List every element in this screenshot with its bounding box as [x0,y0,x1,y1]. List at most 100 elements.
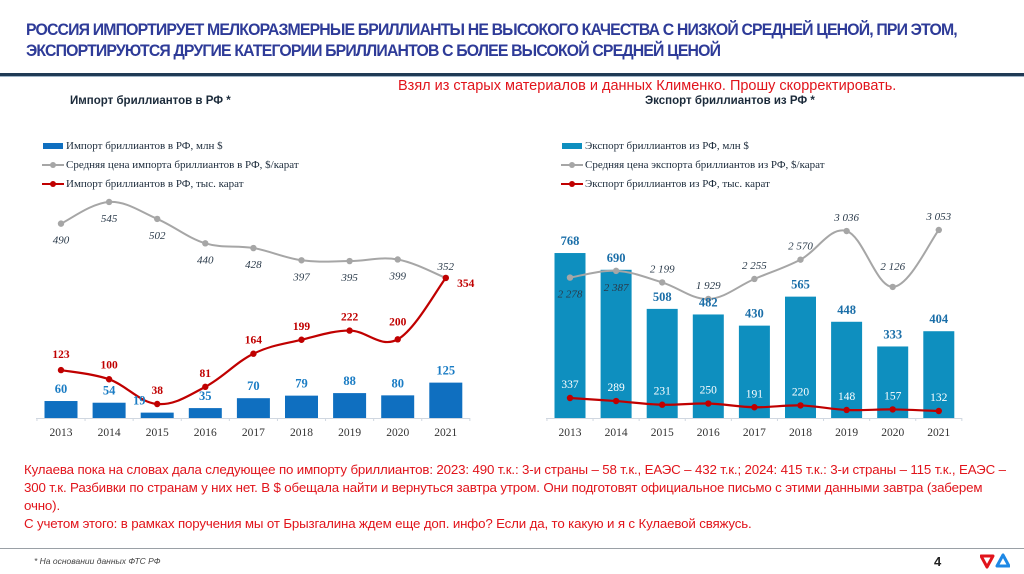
legend-swatch-line [42,180,64,187]
carat-point [659,401,666,408]
x-tick-label: 2019 [338,427,361,439]
price-value-label: 2 126 [880,261,905,273]
carat-point [612,397,620,405]
import-chart-title: Импорт бриллиантов в РФ * [70,95,231,107]
price-point [612,267,620,275]
legend-label: Средняя цена экспорта бриллиантов из РФ,… [585,158,825,171]
legend-swatch-bar [562,142,582,149]
price-value-label: 395 [340,272,358,284]
price-value-label: 3 036 [833,212,859,224]
price-value-label: 2 255 [742,260,767,272]
price-value-label: 399 [388,270,406,282]
bar [236,398,270,418]
price-value-label: 440 [197,254,214,266]
carat-point [298,336,305,343]
bar-value-label: 70 [247,379,260,393]
reviewer-comment: Взял из старых материалов и данных Климе… [398,78,897,94]
carat-value-label: 200 [389,316,407,328]
header-divider [0,73,1024,76]
bar-value-label: 333 [883,327,902,341]
x-tick-label: 2020 [386,427,409,439]
legend-item-export-carat: Экспорт бриллиантов из РФ, тыс. карат [561,174,825,193]
slide-title-line-2: ЭКСПОРТИРУЮТСЯ ДРУГИЕ КАТЕГОРИИ БРИЛЛИАН… [26,41,721,60]
legend-label: Средняя цена импорта бриллиантов в РФ, $… [66,158,299,171]
carat-value-label: 157 [884,390,902,402]
price-point [797,256,804,263]
bar [429,382,463,418]
carat-value-label: 164 [245,335,263,347]
bar-value-label: 430 [745,307,764,321]
bar-value-label: 60 [55,382,68,396]
bar [44,401,78,418]
price-value-label: 2 387 [604,282,629,294]
bar [188,408,222,418]
legend-item-export-usd: Экспорт бриллиантов из РФ, млн $ [561,136,825,155]
price-value-label: 428 [245,259,262,271]
carat-value-label: 289 [607,382,625,394]
price-point [346,257,353,265]
bar-value-label: 565 [791,278,810,292]
slide-title-line-1: РОССИЯ ИМПОРТИРУЕТ МЕЛКОРАЗМЕРНЫЕ БРИЛЛИ… [26,20,958,39]
x-tick-label: 2015 [146,427,169,439]
price-value-label: 2 278 [558,289,583,301]
bar [333,393,367,418]
x-tick-label: 2014 [605,427,628,439]
carat-point [394,336,401,343]
carat-value-label: 191 [746,388,764,400]
bar [92,402,126,418]
carat-point [566,394,574,402]
x-tick-label: 2014 [98,427,121,439]
bar-value-label: 404 [929,312,949,326]
bar [381,395,415,418]
import-legend: Импорт бриллиантов в РФ, млн $ Средняя ц… [42,136,299,193]
legend-item-export-price: Средняя цена экспорта бриллиантов из РФ,… [561,155,825,174]
x-tick-label: 2017 [242,427,265,439]
carat-point [105,376,113,383]
x-tick-label: 2016 [194,427,217,439]
bar-value-label: 690 [607,251,626,265]
price-point [57,220,65,227]
company-logo-icon [980,553,1010,569]
export-chart-title: Экспорт бриллиантов из РФ * [645,95,815,107]
bar-value-label: 125 [436,364,455,378]
legend-label: Экспорт бриллиантов из РФ, тыс. карат [585,177,770,190]
bar [285,395,318,418]
carat-value-label: 100 [100,359,118,371]
price-point [659,279,666,286]
x-tick-label: 2018 [789,427,812,439]
bar-value-label: 19 [133,394,146,408]
carat-point [346,327,353,334]
x-tick-label: 2015 [651,427,674,439]
legend-swatch-line [42,161,64,168]
bottom-comment-paragraph-1: Кулаева пока на словах дала следующее по… [24,462,1006,513]
x-tick-label: 2019 [835,427,858,439]
carat-value-label: 81 [200,368,212,380]
bar-value-label: 508 [653,290,672,304]
carat-value-label: 222 [341,312,359,324]
bar [923,331,955,418]
bar [646,308,678,418]
header-divider-highlight [0,76,1024,77]
carat-point [250,350,257,357]
x-tick-label: 2017 [743,427,766,439]
price-point [394,256,401,263]
legend-item-import-price: Средняя цена импорта бриллиантов в РФ, $… [42,155,299,174]
price-value-label: 502 [149,230,166,242]
price-point [154,215,161,223]
bar [877,346,909,418]
export-chart: 2013 2014 2015 2016 2017 2018 2019 2020 2021 768 6… [546,211,963,439]
bar [831,321,863,418]
carat-value-label: 337 [561,379,579,391]
bar-value-label: 448 [837,303,856,317]
carat-value-label: 250 [700,385,718,397]
price-point [250,244,257,252]
price-point [889,283,896,291]
price-value-label: 397 [292,271,310,283]
x-tick-label: 2016 [697,427,720,439]
bar [600,269,632,418]
bar [140,412,174,418]
carat-value-label: 231 [654,386,672,398]
carat-point [57,366,65,374]
export-legend: Экспорт бриллиантов из РФ, млн $ Средняя… [561,136,825,193]
carat-value-label: 199 [293,321,311,333]
